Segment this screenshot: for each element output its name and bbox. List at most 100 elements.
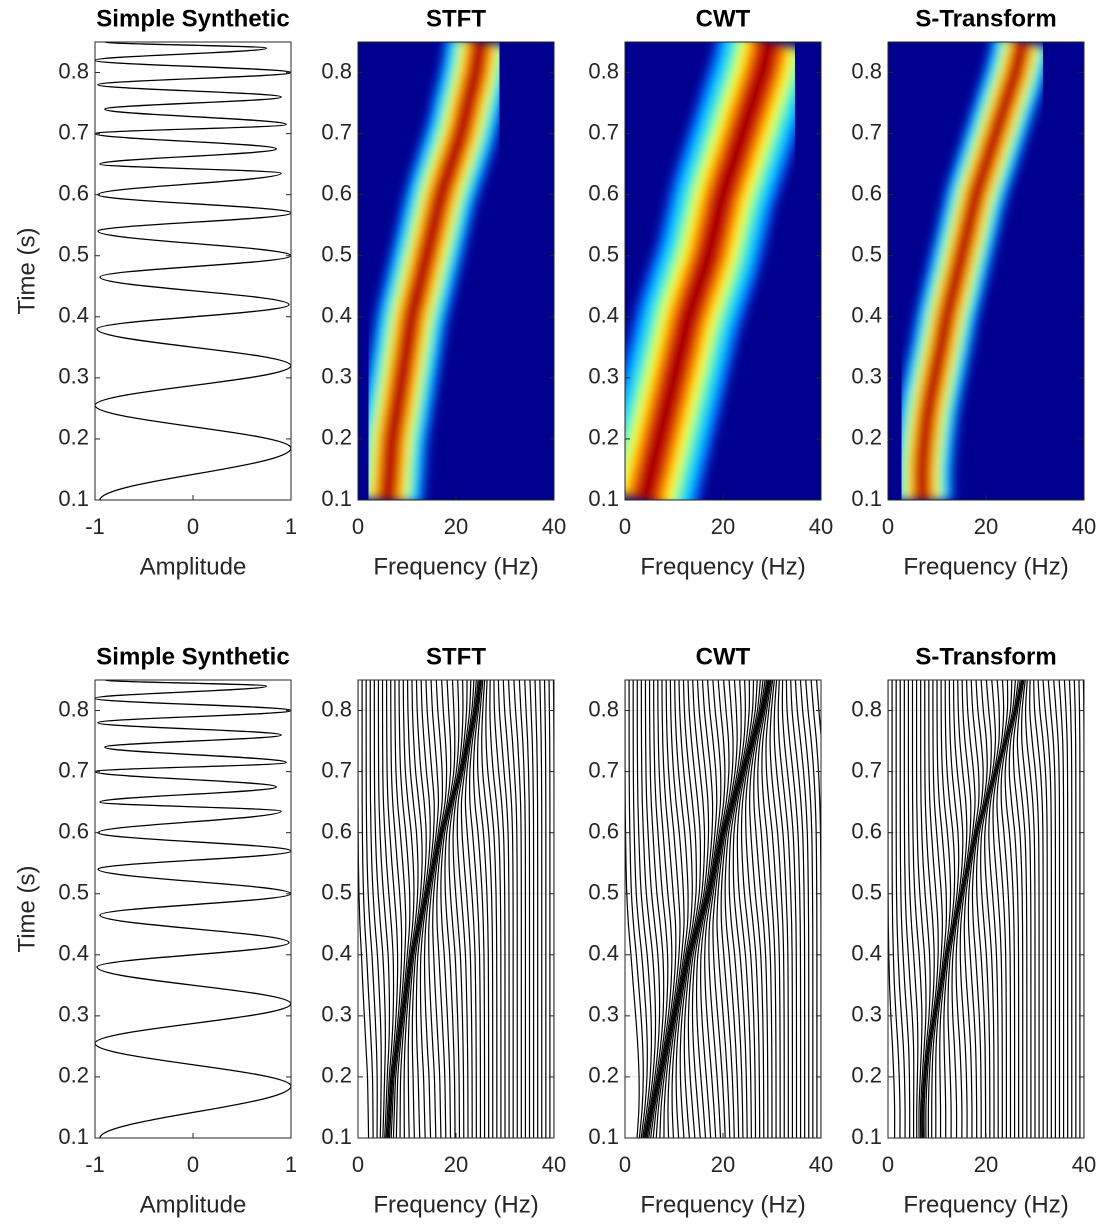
energy-band — [918, 42, 1026, 500]
wiggle-trace — [1073, 680, 1077, 1138]
wiggle-trace — [761, 680, 777, 1138]
wiggle-trace — [920, 680, 931, 1138]
y-tick-label: 0.2 — [321, 425, 352, 450]
wiggle-trace — [497, 680, 510, 1138]
y-tick-label: 0.8 — [321, 696, 352, 721]
wiggle-trace — [931, 680, 952, 1138]
energy-ridge — [890, 42, 1054, 500]
subplot-title: S-Transform — [915, 5, 1056, 32]
wiggle-trace — [489, 680, 502, 1138]
wiggle-trace — [644, 680, 661, 1138]
wiggle-trace — [1016, 680, 1028, 1138]
y-tick-label: 0.8 — [58, 58, 89, 83]
wiggle-trace — [652, 680, 681, 1138]
wiggle-trace — [996, 680, 1017, 1138]
wiggle-trace — [395, 680, 419, 1138]
wiggle-trace — [358, 680, 370, 1138]
wiggle-trace — [732, 680, 761, 1138]
y-tick-label: 0.8 — [321, 58, 352, 83]
wiggle-trace — [440, 680, 464, 1138]
wiggle-trace — [911, 680, 923, 1138]
wiggle-trace — [1047, 680, 1057, 1138]
subplot-title: STFT — [426, 643, 486, 670]
x-tick-label: -1 — [85, 514, 105, 539]
wiggle-trace — [687, 680, 718, 1138]
wiggle-trace — [513, 680, 522, 1138]
y-tick-label: 0.4 — [58, 941, 89, 966]
y-tick-label: 0.2 — [321, 1063, 352, 1088]
wiggle-trace — [448, 680, 472, 1138]
y-tick-label: 0.7 — [588, 119, 619, 144]
trace-line — [95, 42, 291, 500]
wiggle-trace — [407, 680, 431, 1138]
subplot-title: STFT — [426, 5, 486, 32]
wiggle-trace — [959, 680, 980, 1138]
y-tick-label: 0.6 — [851, 818, 882, 843]
y-tick-label: 0.1 — [588, 486, 619, 511]
wiggle-trace — [720, 680, 751, 1138]
x-axis-label: Frequency (Hz) — [903, 1191, 1068, 1218]
wiggle-trace — [386, 680, 399, 1138]
wiggle-trace — [524, 680, 531, 1138]
wiggle-trace — [1042, 680, 1052, 1138]
wiggle-trace — [712, 680, 742, 1138]
wiggle-trace — [980, 680, 1001, 1138]
wiggle-trace — [1068, 680, 1073, 1138]
y-tick-label: 0.5 — [588, 880, 619, 905]
wiggle-trace — [927, 680, 948, 1138]
wiggle-trace — [923, 680, 939, 1138]
y-axis-label: Time (s) — [13, 865, 40, 952]
wiggle-trace — [943, 680, 964, 1138]
y-tick-label: 0.8 — [588, 58, 619, 83]
wiggle-trace — [387, 680, 403, 1138]
subplot-title: S-Transform — [915, 643, 1056, 670]
wiggle-trace — [745, 680, 768, 1138]
y-tick-label: 0.2 — [58, 1063, 89, 1088]
wiggle-trace — [757, 680, 773, 1138]
plot-area — [625, 680, 829, 1138]
wiggle-trace — [518, 680, 527, 1138]
wiggle-trace — [992, 680, 1013, 1138]
y-tick-label: 0.6 — [851, 180, 882, 205]
wiggle-trace — [753, 680, 770, 1138]
axes-box — [94, 679, 292, 1139]
wiggle-trace — [655, 680, 685, 1138]
plot-area — [625, 42, 821, 500]
subplot-title: Simple Synthetic — [96, 5, 289, 32]
y-tick-label: 0.4 — [321, 303, 352, 328]
y-tick-label: 0.6 — [321, 818, 352, 843]
wiggle-trace — [895, 680, 906, 1138]
wiggle-trace — [369, 680, 382, 1138]
wiggle-trace — [781, 680, 798, 1138]
y-tick-label: 0.2 — [58, 425, 89, 450]
wiggle-trace — [704, 680, 734, 1138]
wiggle-trace — [645, 680, 665, 1138]
y-tick-label: 0.7 — [851, 119, 882, 144]
x-tick-label: 0 — [187, 514, 199, 539]
y-tick-label: 0.4 — [321, 941, 352, 966]
y-tick-label: 0.1 — [851, 1124, 882, 1149]
wiggle-trace — [888, 680, 896, 1138]
wiggle-trace — [899, 680, 911, 1138]
wiggle-trace — [529, 680, 535, 1138]
subplot: 0.1 0.2 0.3 0.4 0.5 0.6 0.7 0.8 -1 0 1 Amplitude Sim… — [13, 643, 297, 1218]
wiggle-trace — [485, 680, 498, 1138]
wiggle-trace — [472, 680, 486, 1138]
wiggle-trace — [1033, 680, 1044, 1138]
y-tick-label: 0.6 — [58, 180, 89, 205]
subplot-title: CWT — [696, 643, 751, 670]
wiggle-trace — [1037, 680, 1048, 1138]
wiggle-trace — [671, 680, 702, 1138]
plot-area — [95, 42, 291, 500]
x-tick-label: -1 — [85, 1152, 105, 1177]
x-axis-label: Frequency (Hz) — [640, 553, 805, 580]
wiggle-trace — [543, 680, 547, 1138]
wiggle-trace — [822, 680, 829, 1138]
wiggle-trace — [640, 680, 657, 1138]
y-tick-label: 0.4 — [58, 303, 89, 328]
wiggle-trace — [773, 680, 789, 1138]
y-tick-label: 0.5 — [321, 880, 352, 905]
